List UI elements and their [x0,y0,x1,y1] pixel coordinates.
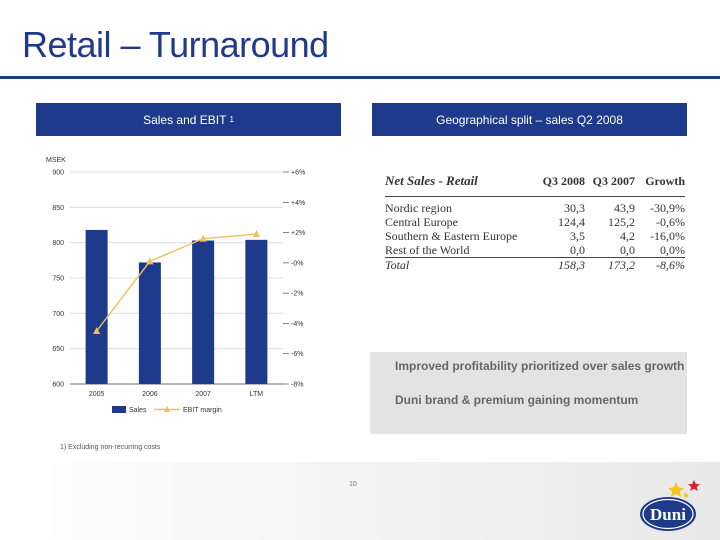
y-tick-label: 700 [52,311,64,318]
table-cell: -0,6% [656,215,685,229]
page-number: 10 [349,481,357,488]
table-cell: Central Europe [385,215,458,229]
table-cell: 30,3 [564,201,585,215]
y-tick-label: 650 [52,346,64,353]
table-cell: 3,5 [570,229,585,243]
logo-star-red-icon [688,480,700,491]
table-header-growth: Growth [645,174,685,188]
net-sales-table: Net Sales - Retail Q3 2008 Q3 2007 Growt… [385,172,685,272]
ebit-margin-line [96,233,257,332]
footnote: 1) Excluding non-recurring costs [60,444,161,451]
table-cell: 0,0% [660,243,685,257]
footnote-marker: 1 [229,115,234,124]
table-header-rule [385,196,685,197]
sales-ebit-header: Sales and EBIT 1 [36,103,341,136]
key-messages-box [370,352,687,434]
y2-tick-label: -6% [291,351,303,358]
table-cell: -16,0% [650,229,685,243]
message-brand: Duni brand & premium gaining momentum [395,393,639,407]
legend-sales-label: Sales [129,407,147,414]
y-axis-label: MSEK [46,157,66,164]
table-header-q3-2008: Q3 2008 [542,174,585,188]
table-cell: -8,6% [656,258,685,272]
table-cell: Southern & Eastern Europe [385,229,518,243]
y2-tick-label: +6% [291,170,305,177]
message-profitability: Improved profitability prioritized over … [395,359,685,373]
table-cell: 4,2 [620,229,635,243]
logo-star-yellow-icon [668,482,684,497]
page-title: Retail – Turnaround [22,24,329,65]
table-cell: 125,2 [608,215,635,229]
logo-oval [640,497,696,531]
x-tick-label: 2007 [195,391,211,398]
legend-ebit-label: EBIT margin [183,407,222,414]
y2-tick-label: +2% [291,230,305,237]
duni-logo: Duni [640,480,700,531]
sales-bar [245,239,268,384]
ebit-margin-marker [146,257,154,265]
table-cell: 43,9 [614,201,635,215]
sales-bar [85,229,108,384]
y2-tick-label: -4% [291,321,303,328]
logo-star-small-icon [682,492,690,498]
table-row: Rest of the World 0,0 0,0 0,0% [385,243,685,257]
table-cell: Total [385,258,410,272]
table-cell: Rest of the World [385,243,470,257]
sales-bar [192,240,215,384]
table-cell: 158,3 [558,258,585,272]
legend-ebit-marker [164,405,170,412]
sales-ebit-header-text: Sales and EBIT [143,112,227,127]
legend-sales-swatch [112,406,126,413]
table-cell: 124,4 [558,215,585,229]
table-cell: 173,2 [608,258,635,272]
y2-tick-label: -8% [291,382,303,389]
sales-bar [138,262,161,384]
table-total-row: Total 158,3 173,2 -8,6% [385,257,685,272]
y-tick-label: 900 [52,170,64,177]
x-tick-label: 2005 [89,391,105,398]
x-tick-label: 2006 [142,391,158,398]
table-header-title: Net Sales - Retail [385,173,478,188]
table-header-q3-2007: Q3 2007 [592,174,635,188]
y-tick-label: 600 [52,382,64,389]
ebit-margin-marker [199,234,207,242]
table-row: Central Europe 124,4 125,2 -0,6% [385,215,685,229]
y2-tick-label: -2% [291,291,303,298]
sales-ebit-chart: MSEK 900 850 800 750 700 650 600 +6% +4% +2% -0% -2%… [46,157,305,414]
y-tick-label: 800 [52,240,64,247]
y2-tick-label: +4% [291,200,305,207]
table-header-row: Net Sales - Retail Q3 2008 Q3 2007 Growt… [385,172,685,194]
y-tick-label: 750 [52,276,64,283]
ebit-margin-marker [252,230,260,238]
table-row: Nordic region 30,3 43,9 -30,9% [385,201,685,215]
geo-split-header: Geographical split – sales Q2 2008 [372,103,687,136]
table-cell: -30,9% [650,201,685,215]
ebit-margin-marker [93,327,101,334]
title-rule [0,76,720,79]
table-cell: Nordic region [385,201,452,215]
footer-band [0,462,720,540]
y2-tick-label: -0% [291,260,303,267]
table-cell: 0,0 [620,243,635,257]
table-row: Southern & Eastern Europe 3,5 4,2 -16,0% [385,229,685,243]
x-tick-label: LTM [250,391,264,398]
y-tick-label: 850 [52,205,64,212]
table-cell: 0,0 [570,243,585,257]
logo-text: Duni [650,505,686,524]
